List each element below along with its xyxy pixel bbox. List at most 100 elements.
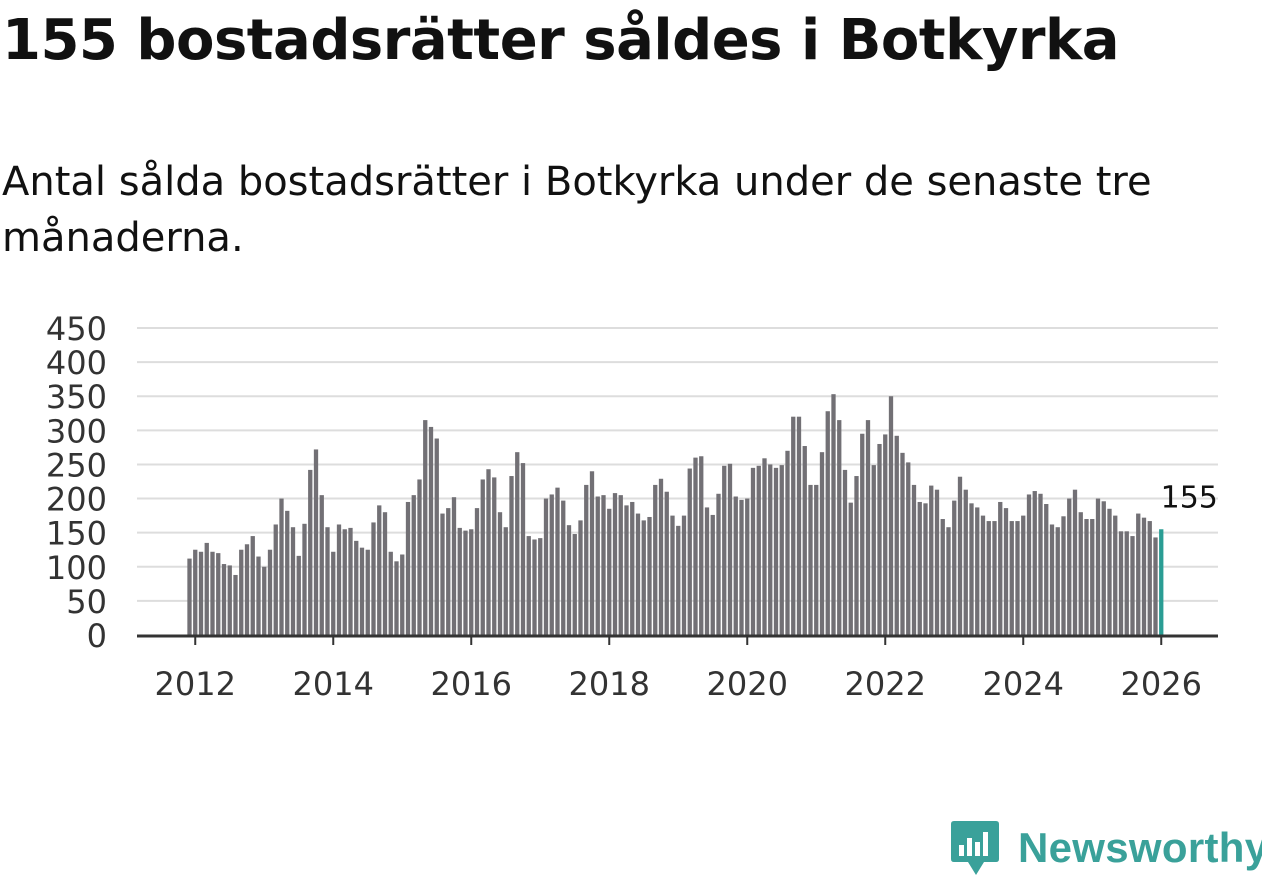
bar: [377, 505, 382, 635]
bar: [474, 508, 480, 635]
x-tick-label: 2026: [1121, 665, 1202, 703]
bar: [1026, 494, 1032, 635]
bar: [848, 502, 853, 635]
bar: [267, 549, 273, 635]
bar: [526, 536, 531, 635]
bar: [290, 527, 296, 635]
bar: [837, 420, 842, 635]
bar: [658, 478, 664, 635]
y-tick-label: 300: [46, 412, 107, 450]
bar: [612, 493, 618, 635]
bar: [216, 553, 221, 635]
bar: [940, 519, 945, 635]
y-tick-label: 400: [46, 344, 107, 382]
bar: [250, 536, 255, 635]
bar: [842, 469, 848, 635]
bar: [693, 457, 698, 635]
bar: [681, 515, 687, 635]
x-tick-label: 2016: [431, 665, 512, 703]
bar: [704, 507, 710, 635]
bar: [342, 529, 347, 635]
bar: [532, 539, 537, 635]
bar: [492, 477, 497, 635]
bar: [262, 566, 267, 635]
bar: [641, 520, 646, 635]
bar: [279, 498, 284, 635]
bar: [934, 489, 940, 635]
bar: [555, 487, 560, 635]
bar: [980, 515, 986, 635]
bar: [486, 469, 491, 635]
bar: [647, 516, 652, 635]
bar: [739, 499, 744, 635]
x-tick-label: 2012: [155, 665, 236, 703]
bar: [1038, 493, 1043, 635]
bar: [244, 544, 250, 635]
bar: [187, 558, 192, 635]
bar: [670, 515, 675, 635]
bar: [831, 394, 836, 635]
bar: [296, 555, 301, 635]
bar: [814, 484, 819, 635]
bar: [198, 551, 204, 635]
bar: [549, 494, 554, 635]
bar: [417, 479, 422, 635]
bar: [929, 485, 934, 635]
x-tick-label: 2018: [569, 665, 650, 703]
bar: [888, 396, 894, 635]
newsworthy-logo-icon: [951, 821, 999, 875]
y-tick-label: 450: [46, 310, 107, 348]
bar: [1061, 516, 1066, 635]
bar: [906, 462, 911, 635]
bar: [394, 561, 399, 635]
bar: [480, 479, 485, 635]
bar: [756, 465, 761, 635]
bars: [187, 394, 1164, 635]
bar: [727, 463, 733, 635]
bar: [946, 527, 951, 635]
bar: [773, 467, 779, 635]
bar: [1118, 531, 1124, 635]
bar: [584, 484, 589, 635]
bar: [371, 522, 376, 635]
bar: [308, 469, 313, 635]
y-tick-label: 0: [87, 617, 107, 655]
bar: [561, 500, 566, 635]
bar: [256, 556, 261, 635]
bar: [1049, 524, 1055, 635]
bar: [1090, 519, 1095, 635]
bar: [578, 520, 583, 635]
bar: [204, 542, 209, 635]
bar: [451, 497, 457, 635]
bar: [233, 574, 238, 635]
bar: [365, 549, 370, 635]
bar: [917, 501, 922, 635]
bar-highlight: [1159, 529, 1164, 635]
bar: [808, 484, 813, 635]
y-tick-label: 250: [46, 446, 107, 484]
bar: [273, 524, 278, 635]
x-tick-label: 2020: [707, 665, 788, 703]
bar: [400, 554, 405, 635]
y-tick-label: 150: [46, 515, 107, 553]
bar: [1055, 527, 1060, 635]
bar: [446, 508, 451, 635]
bar: [239, 549, 244, 635]
bar: [796, 416, 802, 635]
bar: [860, 433, 865, 635]
bar: [227, 565, 232, 635]
bar: [957, 476, 963, 635]
bar: [503, 527, 508, 635]
x-tick-label: 2022: [845, 665, 926, 703]
bar: [802, 446, 807, 635]
bar: [1067, 498, 1072, 635]
bar: [750, 467, 756, 635]
bar: [1003, 508, 1009, 635]
bar: [624, 505, 629, 635]
bar: [1141, 517, 1147, 635]
bar: [1084, 519, 1089, 635]
bar: [319, 495, 324, 635]
bar: [653, 484, 658, 635]
